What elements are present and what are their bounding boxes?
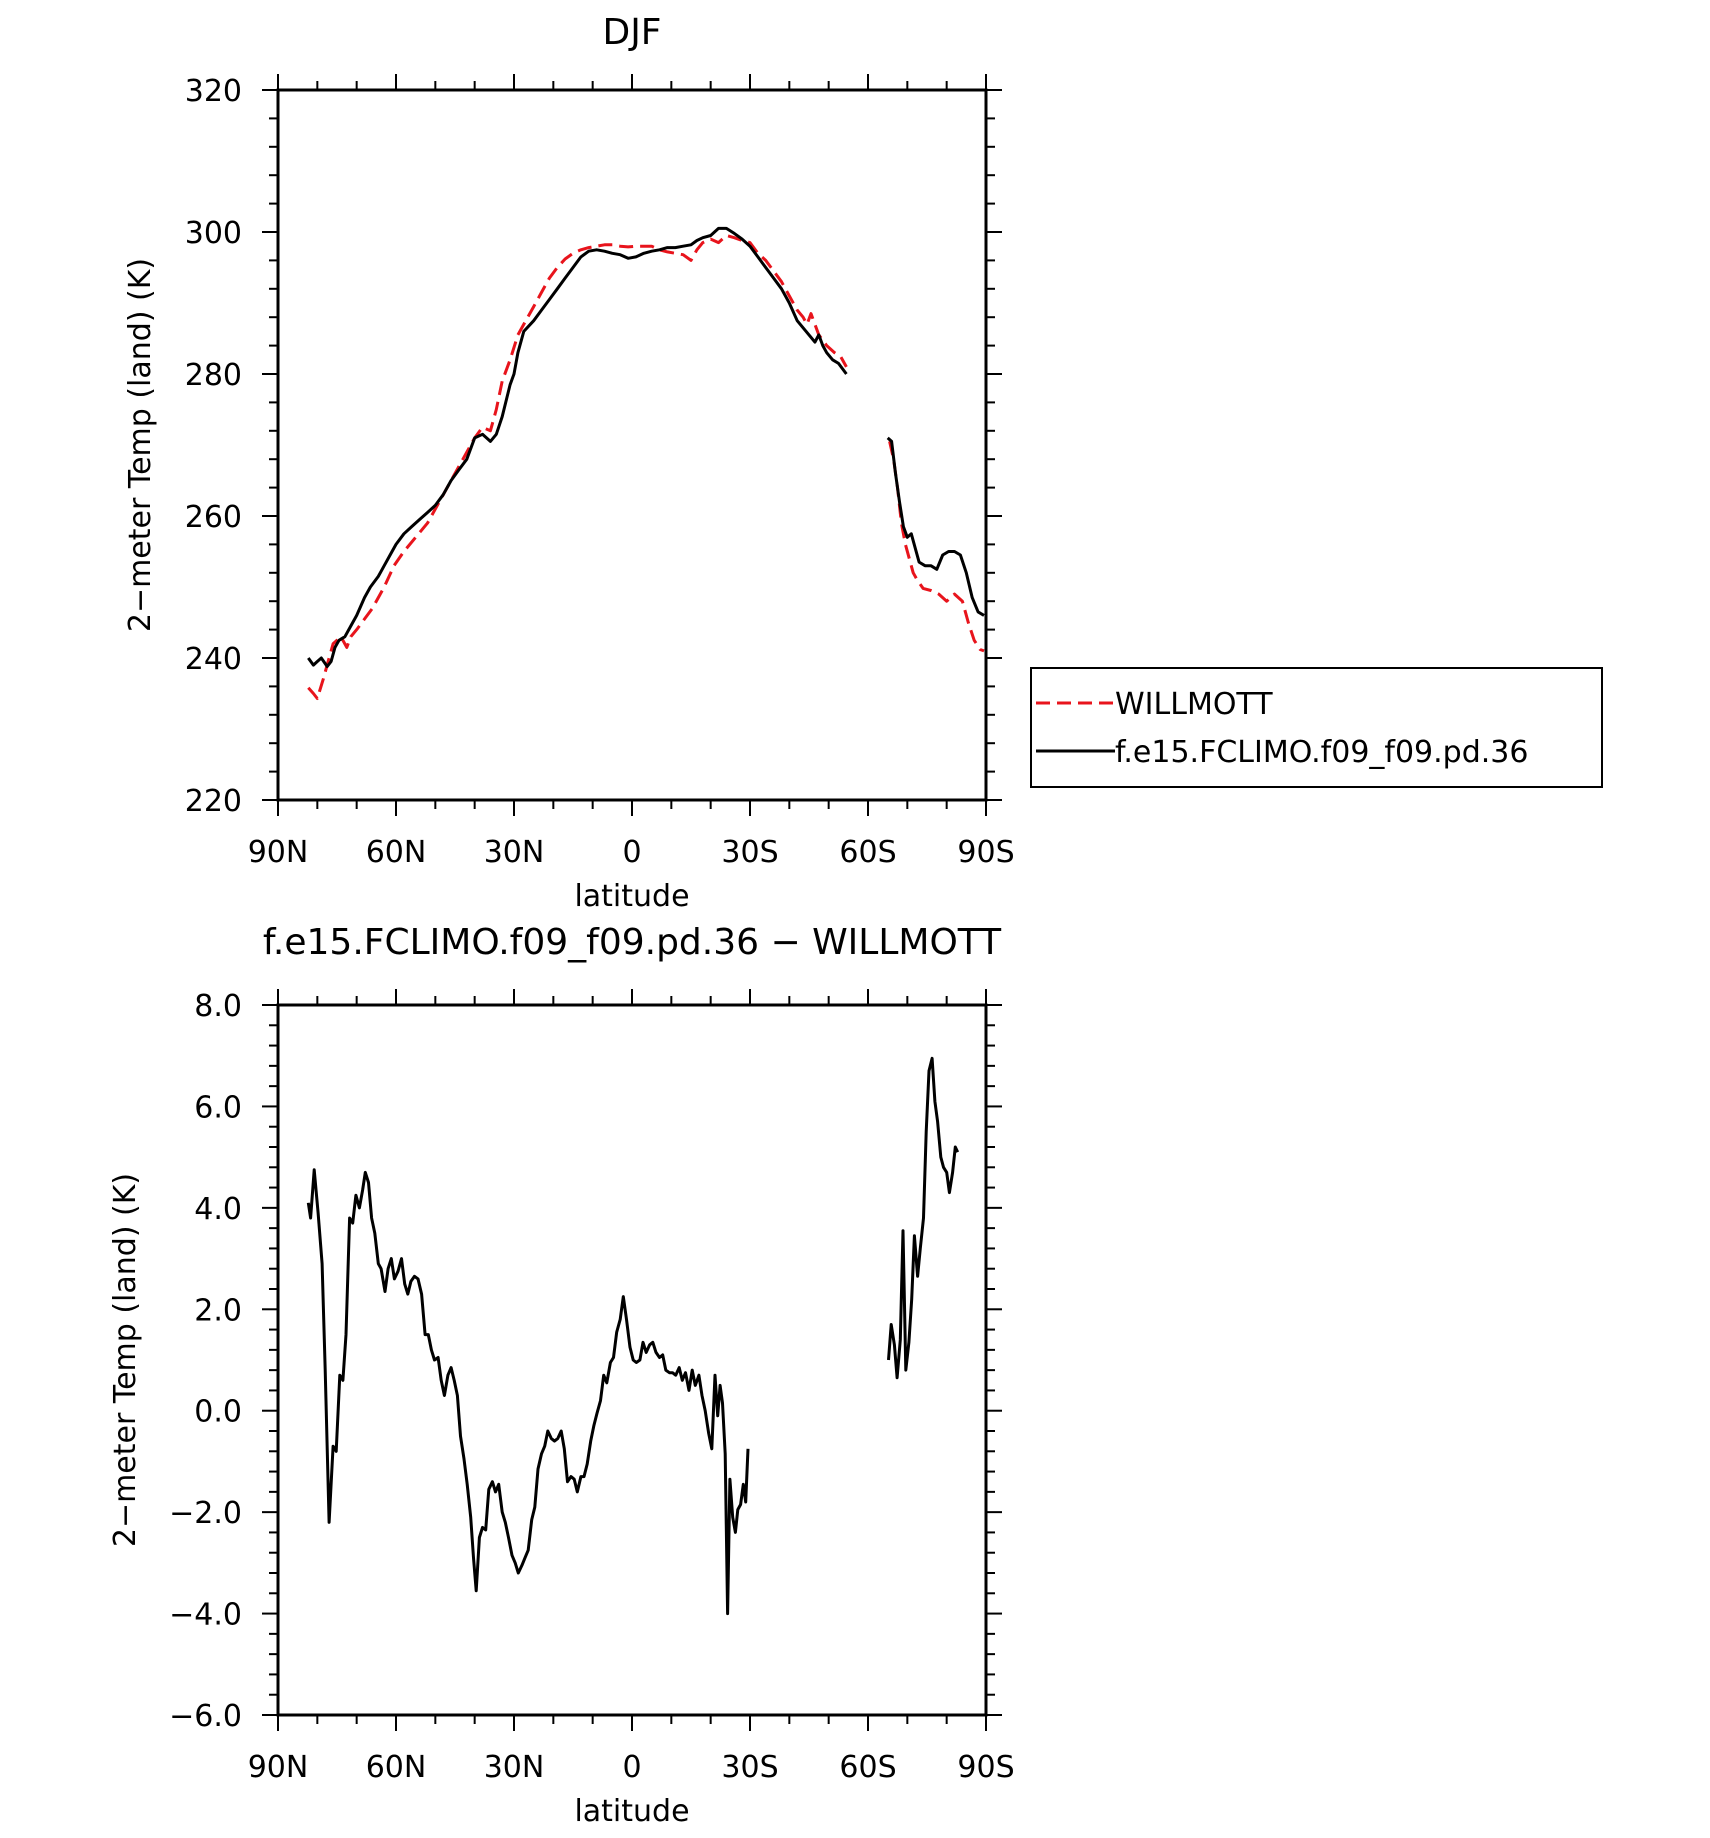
bottom-y-tick-label: 2.0 <box>194 1293 242 1328</box>
top-plot-frame <box>276 88 988 802</box>
top-series-0-line-segment-1 <box>888 441 985 653</box>
top-x-axis-label: latitude <box>574 879 689 914</box>
bottom-y-tick-label: 6.0 <box>194 1090 242 1125</box>
top-y-tick-label: 280 <box>185 358 242 393</box>
bottom-y-tick-label: 4.0 <box>194 1192 242 1227</box>
bottom-x-tick-label: 90N <box>248 1750 309 1785</box>
top-x-tick-label: 90N <box>248 835 309 870</box>
top-y-axis-label: 2−meter Temp (land) (K) <box>123 258 158 632</box>
top-y-tick-label: 220 <box>185 784 242 819</box>
top-x-tick-label: 30S <box>721 835 778 870</box>
bottom-series-0-line-segment-0 <box>306 1168 750 1616</box>
legend: WILLMOTT f.e15.FCLIMO.f09_f09.pd.36 <box>1030 667 1603 788</box>
bottom-y-tick-label: −4.0 <box>169 1598 242 1633</box>
top-y-tick-label: 320 <box>185 74 242 109</box>
top-y-tick-label: 300 <box>185 216 242 251</box>
bottom-y-tick-label: 8.0 <box>194 989 242 1024</box>
top-x-tick-label: 30N <box>484 835 545 870</box>
bottom-x-axis-label: latitude <box>574 1794 689 1829</box>
legend-label-1: f.e15.FCLIMO.f09_f09.pd.36 <box>1115 735 1528 770</box>
top-series-1-line-segment-1 <box>886 436 985 617</box>
panel-top-chart: DJF 90N 60N 30N 0 30S 60S 90S 220 240 260 280 300 320… <box>123 12 1015 914</box>
bottom-x-tick-label: 60N <box>366 1750 427 1785</box>
bottom-y-axis-label: 2−meter Temp (land) (K) <box>108 1173 143 1547</box>
bottom-series-0-line-segment-1 <box>887 1056 960 1380</box>
top-title: DJF <box>602 12 661 53</box>
top-x-tick-label: 60S <box>839 835 896 870</box>
bottom-y-tick-label: −2.0 <box>169 1496 242 1531</box>
bottom-x-tick-label: 30N <box>484 1750 545 1785</box>
top-x-tick-label: 0 <box>622 835 641 870</box>
bottom-x-tick-label: 0 <box>622 1750 641 1785</box>
legend-box <box>1030 667 1603 788</box>
bottom-x-tick-label: 30S <box>721 1750 778 1785</box>
top-x-tick-label: 60N <box>366 835 427 870</box>
bottom-x-tick-label: 60S <box>839 1750 896 1785</box>
bottom-x-tick-label: 90S <box>957 1750 1014 1785</box>
top-y-tick-label: 260 <box>185 500 242 535</box>
legend-label-0: WILLMOTT <box>1115 687 1273 722</box>
bottom-y-tick-label: −6.0 <box>169 1699 242 1734</box>
top-series-1-line-segment-0 <box>307 226 848 668</box>
bottom-y-tick-label: 0.0 <box>194 1395 242 1430</box>
panel-bottom-chart: f.e15.FCLIMO.f09_f09.pd.36 − WILLMOTT 90N… <box>108 922 1015 1829</box>
top-series-0-line-segment-0 <box>307 234 848 700</box>
top-y-tick-label: 240 <box>185 642 242 677</box>
bottom-title: f.e15.FCLIMO.f09_f09.pd.36 − WILLMOTT <box>263 922 1002 963</box>
top-x-tick-label: 90S <box>957 835 1014 870</box>
